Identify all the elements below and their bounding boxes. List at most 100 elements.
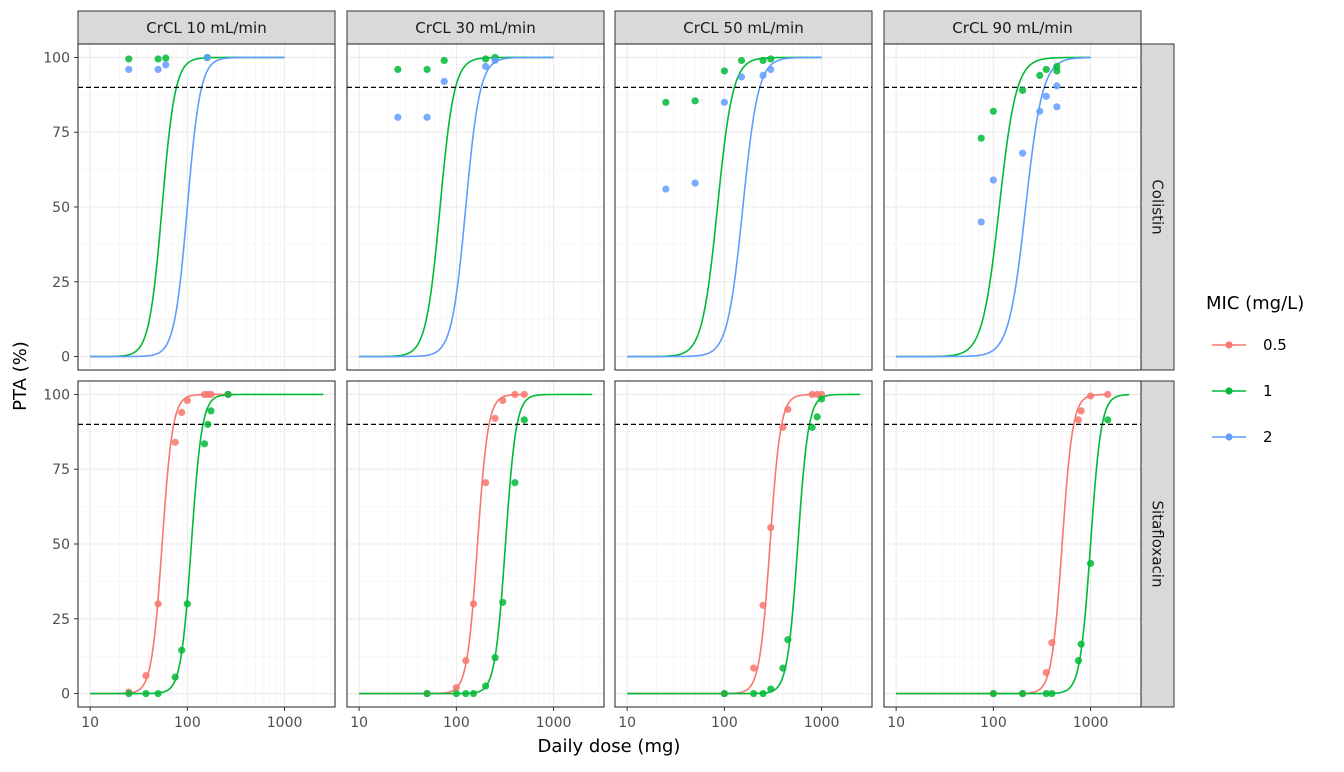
data-point-mic-1 xyxy=(1019,86,1027,94)
data-point-mic-2 xyxy=(662,185,670,193)
data-point-mic-1 xyxy=(482,682,490,690)
panel xyxy=(615,55,872,358)
x-tick-label: 100 xyxy=(443,715,470,731)
data-point-mic-2 xyxy=(423,113,431,121)
column-strip-label: CrCL 90 mL/min xyxy=(952,19,1072,37)
data-point-mic-1 xyxy=(1077,640,1085,648)
data-point-mic-1 xyxy=(452,689,460,698)
legend-point-mic-0.5 xyxy=(1225,341,1233,349)
data-point-mic-2 xyxy=(989,176,997,184)
data-point-mic-1 xyxy=(989,107,997,115)
x-tick-label: 1000 xyxy=(536,715,572,731)
data-point-mic-1 xyxy=(784,636,792,644)
data-point-mic-1 xyxy=(394,65,402,74)
data-point-mic-1 xyxy=(813,413,821,421)
data-point-mic-1 xyxy=(1042,65,1050,74)
data-point-mic-1 xyxy=(977,134,985,142)
panel xyxy=(884,56,1141,358)
data-point-mic-1 xyxy=(482,55,490,63)
data-point-mic-1 xyxy=(1074,657,1083,665)
x-tick-label: 1000 xyxy=(804,715,840,731)
data-point-mic-0.5 xyxy=(154,600,162,608)
column-strip-label: CrCL 30 mL/min xyxy=(415,19,535,37)
data-point-mic-2 xyxy=(977,218,985,226)
data-point-mic-1 xyxy=(1048,689,1056,698)
data-point-mic-1 xyxy=(511,479,519,487)
data-point-mic-1 xyxy=(767,685,775,693)
data-point-mic-1 xyxy=(469,689,478,698)
panel-border xyxy=(614,43,873,371)
data-point-mic-2 xyxy=(1019,149,1027,157)
x-tick-label: 10 xyxy=(618,715,636,731)
data-point-mic-2 xyxy=(394,113,402,121)
column-strip xyxy=(346,10,605,45)
data-point-mic-2 xyxy=(767,65,775,74)
legend-title: MIC (mg/L) xyxy=(1206,293,1304,314)
row-strip-label: Colistin xyxy=(1149,179,1167,234)
panels-layer: CrCL 10 mL/min CrCL 30 mL/min CrCL 50 mL/m… xyxy=(43,10,1175,731)
data-point-mic-1 xyxy=(154,55,162,63)
data-point-mic-1 xyxy=(125,689,133,698)
legend-label-mic-0.5: 0.5 xyxy=(1263,336,1287,354)
data-point-mic-2 xyxy=(482,62,490,71)
data-point-mic-1 xyxy=(520,416,528,424)
data-point-mic-2 xyxy=(1053,103,1061,111)
data-point-mic-0.5 xyxy=(178,408,186,417)
x-tick-label: 100 xyxy=(980,715,1007,731)
column-strip-label: CrCL 10 mL/min xyxy=(146,19,266,37)
y-tick-label: 25 xyxy=(52,275,70,291)
data-point-mic-2 xyxy=(491,56,499,65)
data-point-mic-0.5 xyxy=(808,390,816,399)
data-point-mic-2 xyxy=(440,77,448,85)
data-point-mic-1 xyxy=(989,689,997,698)
data-point-mic-0.5 xyxy=(171,438,179,446)
data-point-mic-2 xyxy=(1042,92,1050,100)
data-point-mic-2 xyxy=(203,53,211,62)
data-point-mic-0.5 xyxy=(142,671,150,680)
data-point-mic-0.5 xyxy=(452,683,460,692)
data-point-mic-1 xyxy=(183,600,191,608)
data-point-mic-1 xyxy=(440,56,448,65)
data-point-mic-1 xyxy=(204,420,212,428)
data-point-mic-1 xyxy=(720,689,728,698)
panel xyxy=(347,53,604,358)
data-point-mic-0.5 xyxy=(207,390,215,399)
data-point-mic-2 xyxy=(759,71,767,80)
data-point-mic-1 xyxy=(720,67,728,75)
y-tick-label: 50 xyxy=(52,537,70,553)
data-point-mic-0.5 xyxy=(469,600,478,608)
data-point-mic-2 xyxy=(720,98,728,106)
row-strip xyxy=(1140,43,1175,371)
data-point-mic-1 xyxy=(691,97,699,105)
pta-curve-mic-1 xyxy=(896,393,1130,695)
panel xyxy=(884,390,1141,698)
legend-point-mic-1 xyxy=(1225,387,1233,395)
data-point-mic-0.5 xyxy=(784,405,792,414)
panel-border xyxy=(614,380,873,708)
data-point-mic-0.5 xyxy=(183,396,191,405)
data-point-mic-0.5 xyxy=(1048,639,1056,647)
data-point-mic-2 xyxy=(125,65,133,74)
legend: MIC (mg/L) 0.5 1 2 xyxy=(1206,293,1304,446)
data-point-mic-1 xyxy=(423,65,431,74)
x-tick-label: 10 xyxy=(350,715,368,731)
legend-label-mic-2: 2 xyxy=(1263,428,1273,446)
data-point-mic-1 xyxy=(767,55,775,63)
data-point-mic-1 xyxy=(423,689,431,698)
panel-border xyxy=(883,43,1142,371)
panel-border xyxy=(346,43,605,371)
data-point-mic-1 xyxy=(1053,67,1061,75)
data-point-mic-1 xyxy=(462,689,470,698)
panel xyxy=(347,390,604,698)
data-point-mic-1 xyxy=(142,689,150,698)
data-point-mic-1 xyxy=(759,689,767,698)
x-tick-label: 10 xyxy=(887,715,905,731)
panel xyxy=(78,390,335,698)
data-point-mic-2 xyxy=(691,179,699,187)
data-point-mic-0.5 xyxy=(499,396,507,405)
legend-point-mic-2 xyxy=(1225,433,1233,441)
panel-border xyxy=(346,380,605,708)
data-point-mic-1 xyxy=(200,440,209,448)
